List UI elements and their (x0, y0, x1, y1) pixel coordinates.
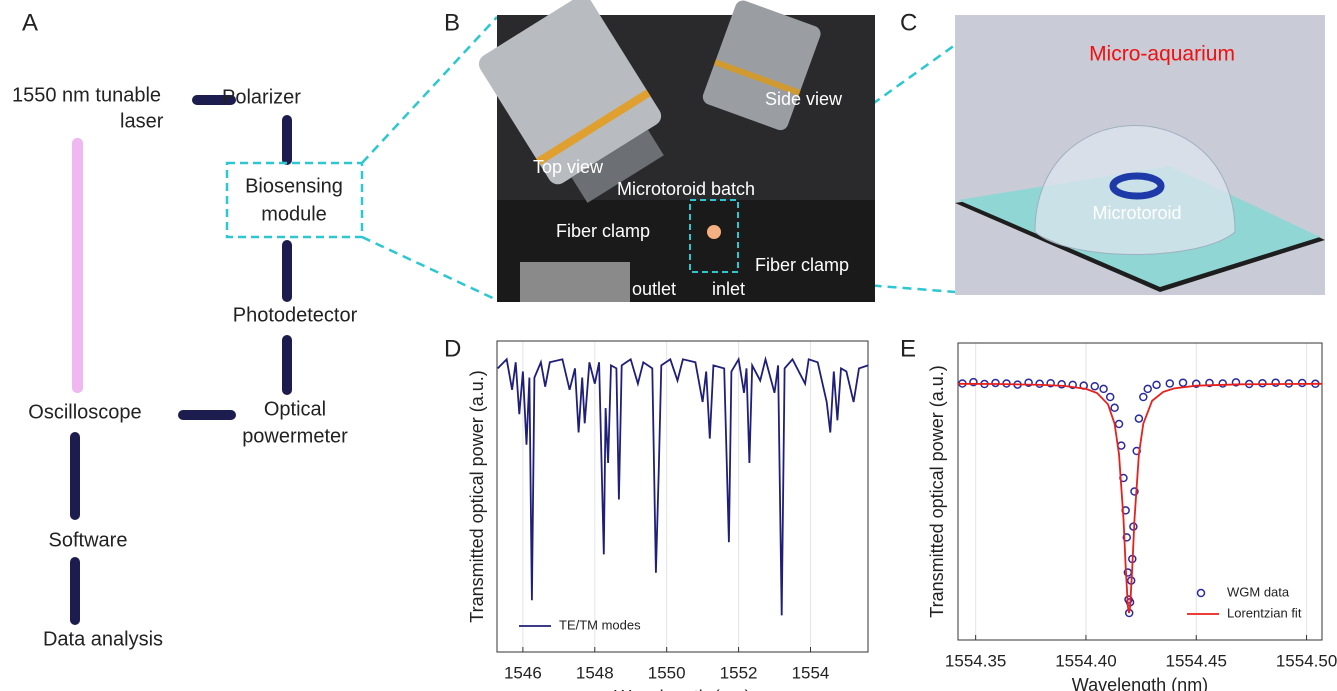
data-point (1105, 392, 1115, 402)
x-tick-label: 1548 (576, 663, 614, 682)
connector (72, 138, 83, 393)
legend-label: TE/TM modes (559, 617, 641, 632)
panel-label: E (900, 335, 916, 362)
panel-label: C (900, 9, 917, 36)
panel-label: B (444, 9, 460, 36)
data-point (1068, 380, 1077, 390)
x-tick-label: 1554.35 (945, 651, 1006, 670)
photo-label: Side view (765, 89, 843, 109)
photo-label: Microtoroid batch (617, 179, 755, 199)
data-point (1110, 403, 1119, 413)
data-point (1139, 392, 1148, 402)
data-point (1152, 380, 1161, 390)
y-axis-label: Transmitted optical power (a.u.) (927, 365, 947, 617)
plot-frame (957, 342, 1323, 641)
plot-frame (496, 340, 869, 653)
x-axis-label: Wavelength (nm) (614, 687, 750, 691)
dome (1034, 125, 1236, 255)
node-label: powermeter (242, 425, 348, 447)
data-point (1130, 487, 1139, 496)
series-line (497, 355, 869, 616)
data-point (1099, 384, 1108, 394)
mount (520, 262, 630, 302)
connector (178, 410, 236, 420)
x-tick-label: 1554.40 (1055, 651, 1116, 670)
x-tick-label: 1552 (720, 663, 758, 682)
x-tick-label: 1554 (792, 663, 830, 682)
data-point (1297, 378, 1307, 388)
connector (282, 115, 292, 165)
photo-label: Top view (533, 157, 604, 177)
legend-marker (1196, 588, 1206, 598)
connector (282, 240, 292, 302)
data-point (1271, 378, 1280, 387)
panel-label: D (444, 335, 461, 362)
data-point (1231, 378, 1241, 387)
data-point (1046, 378, 1055, 388)
data-point (1205, 378, 1214, 388)
render: Micro-aquarium Microtoroid (955, 15, 1325, 295)
node-label: module (261, 203, 327, 225)
node-label: laser (120, 110, 164, 132)
zoom-line (361, 235, 498, 302)
objective (478, 0, 664, 203)
diagram: 1550 nm tunable laser Polarizer Biosensi… (12, 84, 364, 650)
node-label: Optical (264, 398, 326, 420)
node-label: Software (49, 529, 128, 551)
data-point (991, 378, 1000, 388)
panel-label: A (22, 9, 38, 36)
charts: 1546 1548 1550 1552 1554 Wavelength (nm) Trans… (467, 340, 1337, 691)
node-label: 1550 nm tunable (12, 84, 161, 106)
inset-box (689, 199, 739, 273)
glow (707, 225, 721, 239)
objective (702, 0, 821, 131)
toroid (1109, 172, 1165, 200)
x-tick-label: 1550 (648, 663, 686, 682)
data-point (969, 377, 978, 387)
x-tick-label: 1554.50 (1276, 651, 1337, 670)
zoom-line (361, 16, 498, 164)
x-axis-label: Wavelength (nm) (1072, 675, 1208, 691)
series-line (957, 382, 1323, 614)
node-label: Photodetector (233, 304, 358, 326)
render-title: Micro-aquarium (1089, 43, 1235, 66)
data-point (1258, 378, 1267, 388)
data-point (1122, 533, 1132, 542)
data-point (1090, 381, 1100, 391)
x-tick-label: 1546 (504, 663, 542, 682)
data-point (1114, 419, 1124, 429)
data-point (1024, 378, 1033, 387)
connector (192, 95, 236, 105)
node-label: Data analysis (43, 628, 163, 650)
connector (282, 335, 292, 395)
data-point (1035, 379, 1044, 389)
photo-label: Fiber clamp (556, 221, 650, 241)
node-label: Oscilloscope (28, 401, 141, 423)
data-point (1178, 378, 1188, 387)
legend-label: WGM data (1227, 584, 1290, 599)
data-point (1192, 379, 1201, 389)
data-point (1134, 414, 1144, 423)
data-point (1165, 379, 1175, 388)
y-axis-label: Transmitted optical power (a.u.) (467, 370, 487, 622)
photo-label: inlet (712, 279, 745, 299)
data-point (1218, 379, 1227, 388)
x-tick-label: 1554.45 (1166, 651, 1227, 670)
connector (70, 432, 80, 520)
photo-label: Fiber clamp (755, 255, 849, 275)
data-point (1143, 384, 1152, 394)
legend-label: Lorentzian fit (1227, 605, 1302, 620)
photo-label: outlet (632, 279, 676, 299)
module-box (225, 161, 364, 239)
data-point (1057, 380, 1066, 389)
render-label: Microtoroid (1092, 203, 1181, 223)
node-label: Polarizer (222, 86, 301, 108)
node-label: Biosensing (245, 175, 343, 197)
photo: Side view Top view Microtoroid batch Fib… (478, 0, 875, 302)
connector (70, 557, 80, 625)
